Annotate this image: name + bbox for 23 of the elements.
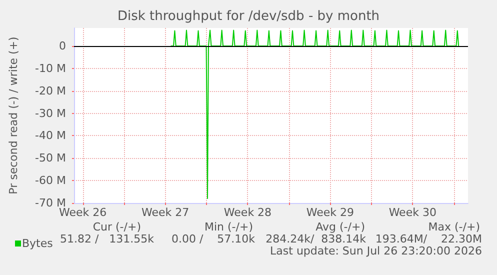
text: 51.82 / 131.55k: [60, 232, 155, 246]
text: 193.64M/ 22.30M: [375, 232, 482, 246]
x-tick-label: Week 29: [306, 206, 354, 219]
y-tick-label: -50 M: [35, 152, 66, 165]
y-tick-label: 0: [59, 39, 66, 52]
y-tick-label: -60 M: [35, 174, 66, 188]
y-tick-label: -10 M: [35, 62, 66, 75]
y-tick-label: -40 M: [35, 129, 66, 142]
x-tick-label: Week 27: [141, 206, 190, 219]
x-tick-label: Week 30: [388, 206, 436, 219]
text: Last update: Sun Jul 26 23:20:00 2026: [270, 244, 482, 258]
text: Min (-/+): [204, 220, 253, 234]
text: Cur (-/+): [92, 220, 141, 234]
y-tick-label: -20 M: [35, 84, 66, 98]
text: Avg (-/+): [316, 220, 365, 234]
text: 0.00 / 57.10k: [171, 232, 256, 246]
text: Max (-/+): [428, 220, 480, 234]
legend-label: Bytes: [22, 237, 54, 250]
y-tick-label: -30 M: [35, 106, 66, 120]
text: 284.24k/ 838.14k: [266, 232, 367, 246]
x-tick-label: Week 28: [224, 206, 272, 219]
chart-title: Disk throughput for /dev/sdb - by month: [117, 9, 380, 24]
y-axis-title: Pr second read (-) / write (+): [7, 36, 20, 194]
